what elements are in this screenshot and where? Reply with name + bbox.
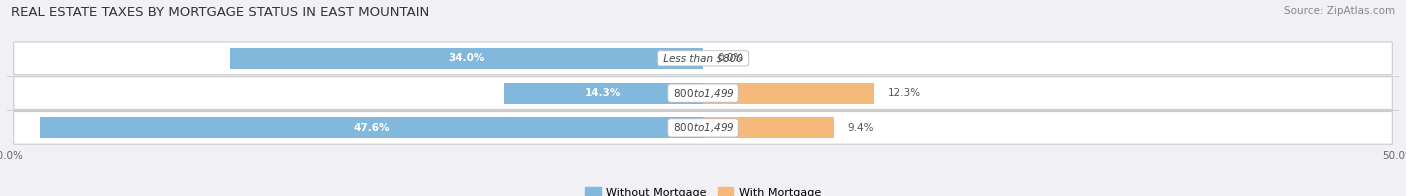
Bar: [503, 83, 703, 103]
Bar: [41, 117, 703, 138]
Text: Source: ZipAtlas.com: Source: ZipAtlas.com: [1284, 6, 1395, 16]
FancyBboxPatch shape: [14, 77, 1392, 109]
Text: 9.4%: 9.4%: [848, 123, 875, 133]
Text: 47.6%: 47.6%: [353, 123, 389, 133]
Text: Less than $800: Less than $800: [659, 53, 747, 63]
Text: 12.3%: 12.3%: [889, 88, 921, 98]
Text: 14.3%: 14.3%: [585, 88, 621, 98]
Text: $800 to $1,499: $800 to $1,499: [671, 121, 735, 134]
Text: 34.0%: 34.0%: [449, 53, 485, 63]
Bar: [703, 83, 875, 103]
Bar: [229, 48, 703, 69]
Text: $800 to $1,499: $800 to $1,499: [671, 87, 735, 100]
Legend: Without Mortgage, With Mortgage: Without Mortgage, With Mortgage: [585, 187, 821, 196]
FancyBboxPatch shape: [14, 42, 1392, 75]
Text: 0.0%: 0.0%: [717, 53, 744, 63]
FancyBboxPatch shape: [14, 112, 1392, 144]
Bar: [703, 117, 834, 138]
Text: REAL ESTATE TAXES BY MORTGAGE STATUS IN EAST MOUNTAIN: REAL ESTATE TAXES BY MORTGAGE STATUS IN …: [11, 6, 429, 19]
